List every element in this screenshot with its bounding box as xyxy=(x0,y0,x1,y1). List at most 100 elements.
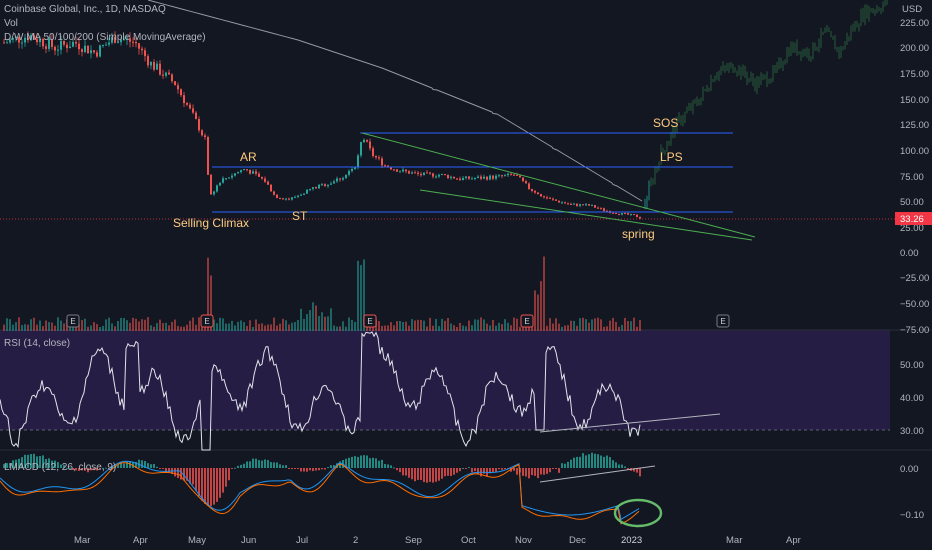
price-candle xyxy=(201,130,203,136)
price-candle xyxy=(273,191,275,195)
macd-histogram-bar xyxy=(492,468,494,473)
macd-histogram-bar xyxy=(402,468,404,476)
price-candle xyxy=(189,104,191,109)
volume-tick: −75.00 xyxy=(900,325,929,336)
wedge-lower-line[interactable] xyxy=(419,189,753,241)
price-candle xyxy=(441,174,443,176)
volume-bar xyxy=(258,323,260,331)
volume-bar xyxy=(54,325,56,331)
earnings-marker[interactable]: E xyxy=(200,314,214,328)
macd-histogram-bar xyxy=(420,468,422,481)
macd-histogram-bar xyxy=(285,465,287,468)
earnings-marker[interactable]: E xyxy=(520,314,534,328)
ma-legend[interactable]: D/W MA 50/100/200 (Simple MovingAverage) xyxy=(4,32,206,43)
macd-histogram-bar xyxy=(180,468,182,480)
volume-bar xyxy=(195,324,197,331)
volume-bar xyxy=(564,325,566,331)
price-candle xyxy=(603,208,605,211)
earnings-marker[interactable]: E xyxy=(66,314,80,328)
volume-bar xyxy=(336,326,338,331)
macd-histogram-bar xyxy=(207,468,209,506)
macd-histogram-bar xyxy=(297,468,299,469)
price-candle xyxy=(333,181,335,184)
price-candle xyxy=(594,205,596,208)
rsi-title: RSI (14, close) xyxy=(4,338,71,349)
symbol-legend[interactable]: Coinbase Global, Inc., 1D, NASDAQ xyxy=(4,4,166,15)
volume-bar xyxy=(96,324,98,331)
macd-cross-circle[interactable] xyxy=(613,498,663,528)
time-axis[interactable]: Mar Apr May Jun Jul 2 Sep Oct Nov Dec 20… xyxy=(74,535,801,546)
macd-histogram-bar xyxy=(495,468,497,473)
volume-bar xyxy=(423,320,425,331)
time-label: Oct xyxy=(461,535,476,546)
volume-bar xyxy=(201,325,203,331)
price-candle xyxy=(249,170,251,174)
macd-histogram-bar xyxy=(390,465,392,468)
rsi-legend[interactable]: RSI (14, close) xyxy=(4,338,70,349)
volume-bar xyxy=(108,317,110,331)
volume-bar xyxy=(618,326,620,331)
earnings-marker[interactable]: E xyxy=(363,314,377,328)
volume-bar xyxy=(33,317,35,331)
volume-legend[interactable]: Vol xyxy=(4,18,18,29)
price-candle xyxy=(636,214,638,218)
price-axis[interactable]: USD 225.00 200.00 175.00 150.00 125.00 1… xyxy=(895,4,932,234)
svg-text:E: E xyxy=(204,317,209,326)
volume-bar xyxy=(513,317,515,331)
volume-bar xyxy=(240,320,242,331)
volume-bar xyxy=(282,318,284,331)
price-candle xyxy=(582,204,584,206)
volume-bar xyxy=(102,325,104,331)
price-candle xyxy=(207,137,209,175)
price-candle xyxy=(57,49,59,51)
time-label: Apr xyxy=(786,535,801,546)
macd-histogram-bar xyxy=(195,468,197,491)
macd-histogram-bar xyxy=(291,468,293,470)
earnings-marker[interactable]: E xyxy=(716,314,730,328)
macd-histogram-bar xyxy=(321,468,323,470)
price-candle xyxy=(438,174,440,177)
price-candle xyxy=(234,173,236,176)
price-candle xyxy=(126,38,128,40)
price-candle xyxy=(321,184,323,186)
price-candle xyxy=(48,38,50,49)
price-candle xyxy=(573,203,575,205)
price-candle xyxy=(396,169,398,172)
macd-histogram-bar xyxy=(423,468,425,483)
volume-bar xyxy=(285,320,287,331)
price-candle xyxy=(369,141,371,149)
macd-histogram-bar xyxy=(582,453,584,468)
macd-legend[interactable]: LMACD (12, 26, close, 9) xyxy=(4,462,116,473)
volume-bar xyxy=(561,326,563,331)
macd-histogram-bar xyxy=(168,468,170,473)
volume-bar xyxy=(81,320,83,331)
projection-candles xyxy=(644,0,888,210)
volume-bar xyxy=(219,317,221,331)
volume-bar xyxy=(522,324,524,331)
symbol-title: Coinbase Global, Inc., 1D, NASDAQ xyxy=(4,4,166,15)
volume-bar xyxy=(6,318,8,331)
time-label: Sep xyxy=(405,535,422,546)
price-candle xyxy=(90,50,92,54)
price-candle xyxy=(402,169,404,172)
macd-histogram-bar xyxy=(312,468,314,472)
macd-histogram-bar xyxy=(303,468,305,472)
rsi-trend-line[interactable] xyxy=(539,413,721,433)
price-candle xyxy=(378,157,380,159)
time-label: 2023 xyxy=(621,535,642,546)
volume-bar xyxy=(420,319,422,331)
price-candle xyxy=(147,56,149,66)
volume-bar xyxy=(105,319,107,331)
macd-trend-line[interactable] xyxy=(539,465,656,483)
price-candle xyxy=(183,95,185,104)
volume-bar xyxy=(183,326,185,331)
volume-bar xyxy=(501,324,503,331)
price-candle xyxy=(474,178,476,180)
macd-histogram-bar xyxy=(378,460,380,468)
price-tick: 125.00 xyxy=(900,120,929,131)
macd-histogram-bar xyxy=(579,456,581,468)
earnings-markers[interactable]: E E E E E xyxy=(66,314,730,328)
wedge-upper-line[interactable] xyxy=(361,132,756,238)
price-candle xyxy=(510,173,512,175)
